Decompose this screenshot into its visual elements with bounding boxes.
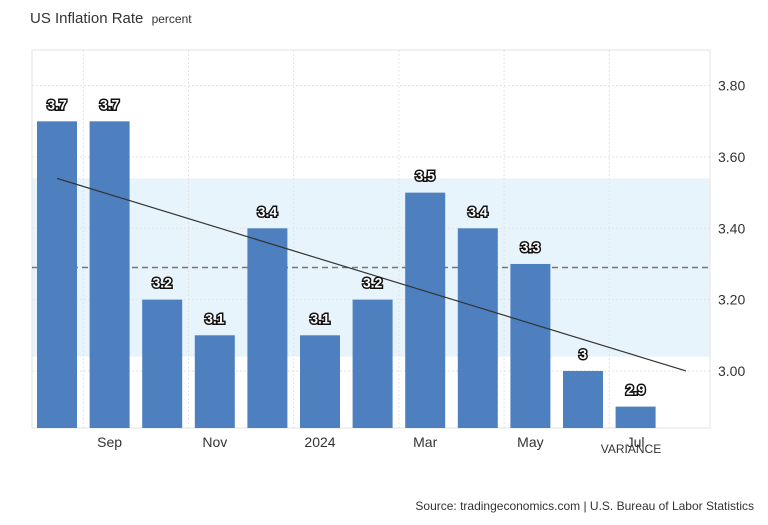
bar-oct [142,299,183,428]
data-label: 3 [579,346,587,362]
bar-may [510,263,551,428]
data-label: 3.5 [415,168,435,184]
bar-apr [457,228,498,428]
data-label: 3.7 [47,96,67,112]
bar-jul [615,406,656,428]
bar-dec [247,228,288,428]
data-label: 3.4 [468,203,488,219]
data-label: 3.4 [258,203,278,219]
y-tick-label: 3.80 [718,78,745,94]
x-tick-label: May [517,434,543,450]
y-tick-label: 3.60 [718,149,745,165]
y-tick-label: 3.20 [718,292,745,308]
chart-title: US Inflation Rate percent [30,10,192,27]
y-tick-label: 3.00 [718,363,745,379]
data-label: 3.2 [152,275,172,291]
data-label: 3.7 [100,96,120,112]
chart-subtitle: percent [151,12,192,26]
data-label: 3.1 [310,310,330,326]
data-label: 2.9 [626,382,646,398]
x-tick-label: Mar [413,434,437,450]
x-tick-label: Nov [202,434,227,450]
bar-mar [405,192,446,428]
y-tick-label: 3.40 [718,220,745,236]
data-label: 3.3 [521,239,541,255]
bar-aug [37,121,77,429]
data-label: 3.2 [363,275,383,291]
bar-2024 [300,335,340,428]
data-label: 3.1 [205,310,225,326]
bar-feb [352,299,393,428]
x-tick-label: Sep [97,434,122,450]
trend-line [56,177,687,372]
bar-sep [89,121,130,429]
bar-jun [563,370,603,428]
x-tick-label: 2024 [304,434,335,450]
source-note: Source: tradingeconomics.com | U.S. Bure… [415,499,754,513]
x-tick-label: Jul [627,434,645,450]
title-text: US Inflation Rate [30,10,144,27]
bar-nov [194,335,235,428]
variance-annotation: VARIANCE [601,442,661,456]
